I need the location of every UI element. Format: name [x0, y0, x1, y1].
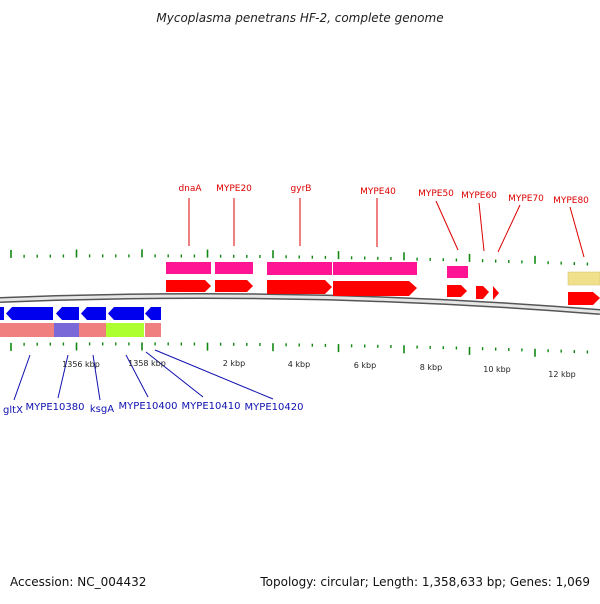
tick-label-10kbp: 10 kbp	[483, 365, 511, 374]
leader-MYPE70	[497, 204, 521, 253]
tick-label-12kbp: 12 kbp	[548, 370, 576, 379]
gene-label-ksgA[interactable]: ksgA	[90, 404, 114, 415]
cds-arrow-MYPE10410[interactable]	[145, 307, 161, 320]
genome-backbone-highlight	[0, 294, 600, 314]
gene-label-MYPE10420[interactable]: MYPE10420	[245, 402, 304, 413]
tick-label-8kbp: 8 kbp	[420, 363, 442, 372]
cds-arrow-MYPE10380[interactable]	[6, 307, 53, 320]
gene-label-gltX[interactable]: gltX	[3, 405, 23, 416]
tick-labels: 1356 kbp 1358 kbp 2 kbp 4 kbp 6 kbp 8 kb…	[62, 359, 576, 379]
gene-label-MYPE80[interactable]: MYPE80	[553, 196, 589, 206]
cds-arrow-ksgA[interactable]	[81, 307, 106, 320]
leader-MYPE80	[569, 206, 585, 258]
tick-label-1358kbp: 1358 kbp	[128, 359, 166, 368]
forward-cds-track	[166, 280, 600, 305]
gene-box-MYPE40[interactable]	[333, 262, 417, 275]
gene-label-MYPE70[interactable]: MYPE70	[508, 194, 544, 204]
cds-arrow-MYPE10400[interactable]	[108, 307, 144, 320]
genome-title: Mycoplasma penetrans HF-2, complete geno…	[156, 11, 443, 25]
cds-arrow-dnaA[interactable]	[166, 280, 211, 292]
outer-tick-row	[10, 249, 589, 266]
leader-ksgA	[92, 354, 101, 401]
cds-arrow-MYPE50[interactable]	[447, 285, 467, 297]
gene-label-MYPE20[interactable]: MYPE20	[216, 184, 252, 194]
gene-box-MYPE80[interactable]	[567, 271, 600, 286]
forward-gene-labels: dnaA MYPE20 gyrB MYPE40 MYPE50 MYPE60 MY…	[178, 184, 589, 206]
reverse-gene-labels: gltX MYPE10380 ksgA MYPE10400 MYPE10410 …	[3, 401, 303, 416]
gene-label-gyrB[interactable]: gyrB	[291, 184, 312, 194]
gene-box-MYPE50[interactable]	[447, 266, 468, 278]
cds-arrow-MYPE60[interactable]	[476, 286, 489, 299]
leader-MYPE60	[478, 202, 485, 252]
gene-label-MYPE40[interactable]: MYPE40	[360, 187, 396, 197]
leader-MYPE10400	[125, 354, 149, 398]
gene-label-MYPE10410[interactable]: MYPE10410	[182, 401, 241, 412]
gene-label-MYPE60[interactable]: MYPE60	[461, 191, 497, 201]
inner-tick-row	[10, 342, 589, 357]
gene-label-MYPE50[interactable]: MYPE50	[418, 189, 454, 199]
tick-label-2kbp: 2 kbp	[223, 359, 245, 368]
gene-label-dnaA[interactable]: dnaA	[178, 184, 202, 194]
cds-arrow-ksgA-a[interactable]	[56, 307, 79, 320]
reverse-cds-track	[0, 307, 161, 320]
leader-MYPE10410	[145, 351, 204, 398]
gene-box-ksgA[interactable]	[79, 323, 106, 337]
cds-arrow-gyrB[interactable]	[267, 280, 332, 294]
gene-box-ksgA-a[interactable]	[54, 323, 79, 337]
gene-box-MYPE10410[interactable]	[145, 323, 161, 337]
tick-label-6kbp: 6 kbp	[354, 361, 376, 370]
forward-gene-track	[166, 262, 600, 286]
cds-arrow-MYPE80[interactable]	[568, 292, 600, 305]
leader-MYPE10420	[154, 349, 274, 400]
tick-label-1356kbp: 1356 kbp	[62, 360, 100, 369]
gene-box-gltX[interactable]	[0, 323, 4, 337]
gene-box-MYPE20[interactable]	[215, 262, 253, 274]
leader-MYPE10380	[57, 354, 69, 399]
gene-box-MYPE10380[interactable]	[4, 323, 54, 337]
gene-box-gyrB[interactable]	[267, 262, 332, 275]
leader-gltX	[13, 354, 31, 401]
gene-label-MYPE10380[interactable]: MYPE10380	[26, 402, 85, 413]
cds-arrow-gltX[interactable]	[0, 307, 4, 320]
reverse-label-leaders	[13, 349, 274, 401]
accession-text: Accession: NC_004432	[10, 575, 146, 589]
gene-box-MYPE10400[interactable]	[106, 323, 144, 337]
forward-label-leaders	[188, 198, 585, 258]
leader-MYPE50	[435, 200, 459, 251]
cds-arrow-MYPE20[interactable]	[215, 280, 253, 292]
gene-label-MYPE10400[interactable]: MYPE10400	[119, 401, 178, 412]
genome-summary-text: Topology: circular; Length: 1,358,633 bp…	[259, 575, 590, 589]
reverse-gene-track	[0, 323, 161, 337]
tick-label-4kbp: 4 kbp	[288, 360, 310, 369]
cds-arrow-MYPE40[interactable]	[333, 281, 417, 296]
cds-arrow-MYPE70[interactable]	[493, 286, 499, 300]
gene-box-dnaA[interactable]	[166, 262, 211, 274]
